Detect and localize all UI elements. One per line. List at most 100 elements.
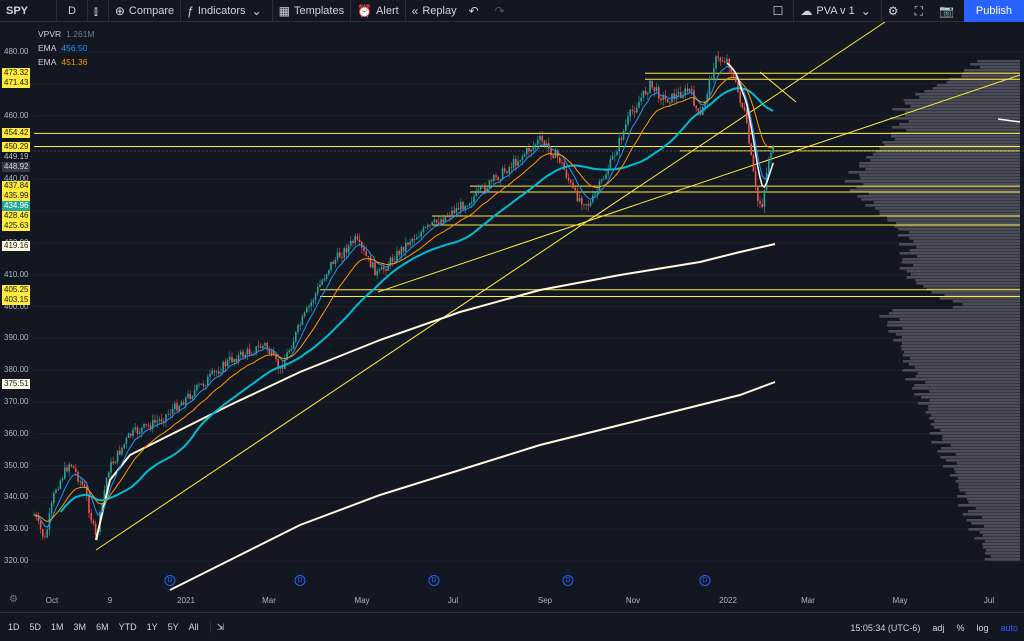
candle-body xyxy=(277,359,279,369)
publish-button[interactable]: Publish xyxy=(963,0,1024,22)
replay-button[interactable]: «Replay xyxy=(406,0,463,22)
range-button-5y[interactable]: 5Y xyxy=(167,622,179,632)
candle-body xyxy=(530,149,532,152)
layout-select-button[interactable]: ☐ xyxy=(767,0,794,22)
vpvr-bar xyxy=(906,276,1020,279)
candle-body xyxy=(385,269,387,271)
interval-button[interactable]: D xyxy=(68,4,76,17)
vpvr-bar xyxy=(982,534,1020,537)
auto-toggle[interactable]: auto xyxy=(1000,622,1018,633)
adj-toggle[interactable]: adj xyxy=(932,622,945,633)
candle-body xyxy=(600,179,603,182)
time-tick-label: May xyxy=(892,596,908,605)
percent-toggle[interactable]: % xyxy=(956,622,965,633)
snapshot-button[interactable]: 📷 xyxy=(933,0,964,22)
range-button-3m[interactable]: 3M xyxy=(73,622,87,632)
legend-ema-2-value: 451.36 xyxy=(61,57,88,67)
log-toggle[interactable]: log xyxy=(976,622,989,633)
vpvr-bar xyxy=(957,495,1020,498)
candle-body xyxy=(299,324,301,326)
vpvr-bar xyxy=(981,516,1020,519)
candle-body xyxy=(308,306,310,308)
candle-body xyxy=(169,413,172,415)
candle-body xyxy=(724,61,726,63)
undo-button[interactable]: ↶ xyxy=(463,0,489,22)
legend-vpvr[interactable]: VPVR 1.261M xyxy=(38,27,100,41)
indicators-button[interactable]: ƒ Indicators ⌄ xyxy=(181,0,271,22)
fullscreen-button[interactable]: ⛶ xyxy=(909,0,933,22)
range-button-1y[interactable]: 1Y xyxy=(146,622,158,632)
trend-line[interactable] xyxy=(377,74,1021,293)
range-button-all[interactable]: All xyxy=(188,622,199,632)
legend-ema-1[interactable]: EMA 456.50 xyxy=(38,41,100,55)
price-chart[interactable] xyxy=(0,22,1024,612)
templates-icon: ▦ xyxy=(278,3,290,18)
settings-button[interactable]: ⚙ xyxy=(882,0,909,22)
goto-date-button[interactable]: ⇲ xyxy=(209,621,231,633)
range-button-5d[interactable]: 5D xyxy=(29,622,42,632)
candle-body xyxy=(726,58,728,63)
candle-body xyxy=(655,87,658,92)
dividend-marker[interactable]: D xyxy=(428,575,440,586)
candle-body xyxy=(101,503,103,512)
range-button-6m[interactable]: 6M xyxy=(96,622,109,632)
vpvr-bar xyxy=(915,279,1020,282)
candle-body xyxy=(244,354,246,357)
candle-body xyxy=(354,236,356,243)
layout-name-button[interactable]: ☁ PVA v 1 ⌄ xyxy=(794,0,880,22)
candle-body xyxy=(323,279,326,281)
legend-ema-2[interactable]: EMA 451.36 xyxy=(38,55,100,69)
templates-button[interactable]: ▦ Templates xyxy=(273,0,350,22)
symbol-search[interactable]: SPY xyxy=(6,4,29,17)
vpvr-bar xyxy=(856,186,1020,189)
candle-body xyxy=(631,109,634,112)
vpvr-bar xyxy=(958,486,1020,489)
chart-type-button[interactable]: ⫾ xyxy=(88,0,108,22)
price-badge: 448.92 xyxy=(2,161,31,172)
candle-body xyxy=(53,492,55,504)
dividend-marker[interactable]: D xyxy=(562,575,574,586)
candle-body xyxy=(761,203,763,207)
dividend-marker[interactable]: D xyxy=(294,575,306,586)
candle-body xyxy=(330,261,332,270)
trend-line[interactable] xyxy=(759,71,797,103)
candle-body xyxy=(543,141,546,146)
vpvr-bar xyxy=(909,357,1020,360)
vpvr-bar xyxy=(954,468,1020,471)
price-tick-label: 370.00 xyxy=(4,396,29,406)
trend-line[interactable] xyxy=(997,118,1021,123)
vpvr-bar xyxy=(956,462,1020,465)
candle-body xyxy=(440,219,442,225)
vpvr-bar xyxy=(914,366,1020,369)
alert-label: Alert xyxy=(376,4,399,17)
candle-body xyxy=(528,147,530,152)
vpvr-bar xyxy=(964,69,1020,72)
candle-body xyxy=(132,429,134,436)
candle-body xyxy=(550,148,552,156)
dividend-marker[interactable]: D xyxy=(699,575,711,586)
candle-body xyxy=(684,88,686,96)
range-button-ytd[interactable]: YTD xyxy=(118,622,137,632)
redo-button[interactable]: ↷ xyxy=(489,0,515,22)
axis-settings-button[interactable]: ⚙ xyxy=(9,594,18,605)
trend-line[interactable] xyxy=(95,22,886,551)
range-button-1m[interactable]: 1M xyxy=(51,622,64,632)
clock[interactable]: 15:05:34 (UTC-6) xyxy=(850,622,921,633)
candle-body xyxy=(68,464,70,472)
candle-body xyxy=(64,467,66,479)
candle-body xyxy=(176,403,178,411)
candle-body xyxy=(594,193,596,196)
candle-body xyxy=(220,372,222,374)
compare-button[interactable]: ⊕ Compare xyxy=(109,0,180,22)
candle-body xyxy=(297,325,299,332)
time-tick-label: Oct xyxy=(45,596,59,605)
dividend-marker[interactable]: D xyxy=(164,575,176,586)
candle-body xyxy=(495,175,497,177)
vpvr-bar xyxy=(902,354,1020,357)
alert-button[interactable]: ⏰ Alert xyxy=(351,0,405,22)
candle-body xyxy=(380,266,383,270)
candle-body xyxy=(182,402,185,405)
vpvr-bar xyxy=(865,204,1020,207)
candle-body xyxy=(453,210,455,214)
range-button-1d[interactable]: 1D xyxy=(8,622,20,632)
